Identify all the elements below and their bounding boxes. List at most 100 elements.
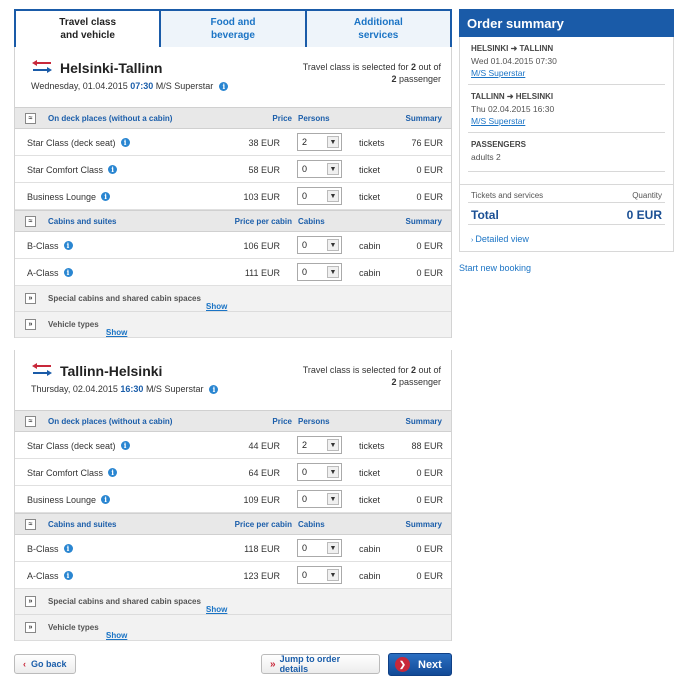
quantity-select[interactable]: 0 ▼ (297, 566, 342, 584)
order-summary-title: Order summary (459, 9, 674, 37)
route-note: Travel class is selected for 2 out of 2 p… (302, 62, 441, 84)
route-arrows-icon (32, 363, 52, 376)
row-summary: 0 EUR (416, 165, 443, 175)
row-price: 103 EUR (243, 192, 280, 202)
info-icon[interactable]: i (63, 268, 73, 277)
dropdown-arrow-icon: ▼ (327, 569, 339, 581)
passengers-label: PASSENGERS (471, 140, 526, 149)
row-price: 106 EUR (243, 241, 280, 251)
caret-right-icon: › (106, 631, 109, 638)
order-summary: Order summary HELSINKI ➜ TALLINN Wed 01.… (459, 9, 674, 273)
vehicle-types-label: Vehicle types (48, 623, 99, 632)
special-cabins-row: » Special cabins and shared cabin spaces ›… (15, 589, 451, 615)
route-section: Helsinki-Tallinn Wednesday, 01.04.2015 07… (14, 47, 452, 338)
route-note: Travel class is selected for 2 out of 2 p… (302, 365, 441, 387)
summary-passengers: PASSENGERS adults 2 (468, 133, 665, 172)
info-icon[interactable]: i (63, 544, 73, 553)
detailed-view-link[interactable]: › Detailed view (471, 234, 529, 244)
row-summary: 0 EUR (416, 544, 443, 554)
section-header: ≈ Cabins and suites Price per cabin Cabins S… (15, 513, 451, 535)
leg-datetime: Wed 01.04.2015 07:30 (471, 56, 557, 66)
leg-ship-link[interactable]: M/S Superstar (471, 68, 526, 78)
info-icon[interactable]: i (120, 138, 130, 147)
row-unit: ticket (359, 495, 381, 505)
column-price: Price (272, 417, 292, 426)
order-summary-legs: HELSINKI ➜ TALLINN Wed 01.04.2015 07:30 … (459, 37, 674, 185)
row-unit: tickets (359, 441, 385, 451)
tab-additional-services[interactable]: Additional services (304, 11, 450, 47)
row-unit: cabin (359, 571, 381, 581)
summary-leg: HELSINKI ➜ TALLINN Wed 01.04.2015 07:30 … (468, 37, 665, 85)
row-summary: 0 EUR (416, 468, 443, 478)
row-price: 123 EUR (243, 571, 280, 581)
dropdown-arrow-icon: ▼ (327, 493, 339, 505)
info-icon[interactable]: i (209, 385, 219, 395)
collapse-toggle-icon[interactable]: ≈ (25, 216, 36, 227)
table-row: B-Class i 118 EUR 0 ▼ cabin 0 EUR (15, 535, 451, 562)
quantity-select[interactable]: 2 ▼ (297, 133, 342, 151)
info-icon[interactable]: i (108, 468, 118, 477)
double-chevron-right-icon: » (270, 658, 276, 670)
table-row: Star Comfort Class i 58 EUR 0 ▼ ticket 0 EUR (15, 156, 451, 183)
row-summary: 0 EUR (416, 495, 443, 505)
expand-toggle-icon[interactable]: » (25, 293, 36, 304)
info-icon[interactable]: i (63, 571, 73, 580)
back-button-label: Go back (31, 659, 67, 669)
column-summary: Summary (405, 114, 442, 123)
row-price: 64 EUR (248, 468, 280, 478)
dropdown-arrow-icon: ▼ (327, 439, 339, 451)
expand-toggle-icon[interactable]: » (25, 596, 36, 607)
collapse-toggle-icon[interactable]: ≈ (25, 113, 36, 124)
row-name: B-Class i (27, 544, 73, 554)
quantity-select[interactable]: 0 ▼ (297, 160, 342, 178)
tickets-services-label: Tickets and services (471, 191, 544, 200)
row-name: A-Class i (27, 571, 73, 581)
row-unit: ticket (359, 192, 381, 202)
collapse-toggle-icon[interactable]: ≈ (25, 416, 36, 427)
info-icon[interactable]: i (108, 165, 118, 174)
expand-toggle-icon[interactable]: » (25, 622, 36, 633)
quantity-select[interactable]: 0 ▼ (297, 463, 342, 481)
row-name: B-Class i (27, 241, 73, 251)
tab-travel-class[interactable]: Travel class and vehicle (16, 11, 160, 47)
quantity-select[interactable]: 0 ▼ (297, 236, 342, 254)
row-summary: 0 EUR (416, 241, 443, 251)
dropdown-arrow-icon: ▼ (327, 542, 339, 554)
tab-food-beverage[interactable]: Food and beverage (159, 11, 305, 47)
quantity-select[interactable]: 0 ▼ (297, 490, 342, 508)
leg-to: HELSINKI (515, 92, 554, 101)
next-button-label: Next (418, 658, 442, 671)
info-icon[interactable]: i (219, 82, 229, 92)
route-name: Helsinki-Tallinn (60, 60, 163, 76)
collapse-toggle-icon[interactable]: ≈ (25, 519, 36, 530)
quantity-select[interactable]: 0 ▼ (297, 187, 342, 205)
info-icon[interactable]: i (120, 441, 130, 450)
route-separator (14, 338, 452, 350)
info-icon[interactable]: i (101, 192, 111, 201)
back-button[interactable]: ‹ Go back (14, 654, 76, 674)
info-icon[interactable]: i (101, 495, 111, 504)
column-price: Price per cabin (234, 520, 292, 529)
leg-ship-link[interactable]: M/S Superstar (471, 116, 526, 126)
column-price: Price per cabin (234, 217, 292, 226)
column-summary: Summary (405, 217, 442, 226)
next-button[interactable]: ❯ Next (388, 653, 452, 676)
quantity-select[interactable]: 2 ▼ (297, 436, 342, 454)
quantity-select[interactable]: 0 ▼ (297, 263, 342, 281)
start-new-booking-link[interactable]: Start new booking (459, 263, 532, 273)
column-persons: Cabins (298, 520, 325, 529)
summary-leg: TALLINN ➜ HELSINKI Thu 02.04.2015 16:30 … (468, 85, 665, 133)
caret-right-icon: › (206, 302, 209, 309)
row-name: Business Lounge i (27, 192, 111, 202)
info-icon[interactable]: i (63, 241, 73, 250)
jump-to-order-button[interactable]: » Jump to order details (261, 654, 380, 674)
arrow-right-icon: ➜ (506, 92, 514, 101)
row-summary: 0 EUR (416, 571, 443, 581)
route-date-text: Wednesday, 01.04.2015 (31, 81, 131, 91)
expand-toggle-icon[interactable]: » (25, 319, 36, 330)
total-value: 0 EUR (626, 208, 662, 222)
row-price: 111 EUR (244, 268, 280, 278)
section-header: ≈ On deck places (without a cabin) Price Pe… (15, 107, 451, 129)
quantity-select[interactable]: 0 ▼ (297, 539, 342, 557)
leg-from: TALLINN (471, 92, 505, 101)
